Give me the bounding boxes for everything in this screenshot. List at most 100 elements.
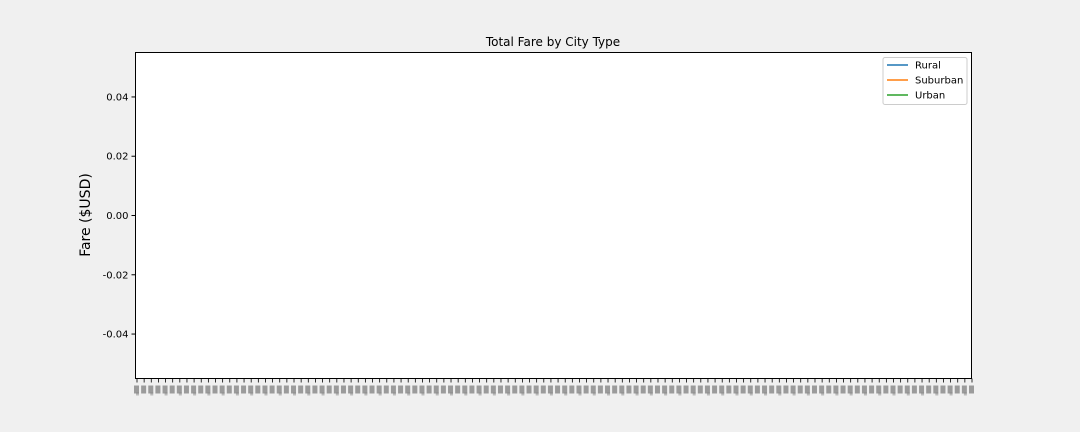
x-tick-label-glyph xyxy=(940,385,946,394)
x-tick-label-glyph xyxy=(212,385,218,394)
x-tick-label-glyph xyxy=(426,385,432,394)
x-tick-label-glyph xyxy=(476,385,482,394)
x-tick-label-descender xyxy=(464,392,468,396)
x-tick-label-descender xyxy=(421,392,425,396)
x-tick-label-descender xyxy=(221,392,225,396)
x-tick-label-glyph xyxy=(819,385,825,394)
x-tick-label-glyph xyxy=(241,385,247,394)
x-tick-label-descender xyxy=(935,392,939,396)
x-tick-label-glyph xyxy=(348,385,354,394)
x-tick-label-glyph xyxy=(505,385,511,394)
x-tick-label-glyph xyxy=(933,385,939,394)
x-tick-label-descender xyxy=(878,392,882,396)
x-tick-label-descender xyxy=(706,392,710,396)
x-tick-label-glyph xyxy=(562,385,568,394)
legend-box xyxy=(882,57,968,105)
x-tick-label-glyph xyxy=(162,385,168,394)
x-tick-label-descender xyxy=(749,392,753,396)
y-axis-label: Fare ($USD) xyxy=(78,173,94,257)
x-tick-label-glyph xyxy=(762,385,768,394)
x-tick-label-descender xyxy=(264,392,268,396)
x-tick-label-descender xyxy=(821,392,825,396)
x-tick-label-descender xyxy=(863,392,867,396)
x-tick-label-glyph xyxy=(605,385,611,394)
x-tick-label-glyph xyxy=(405,385,411,394)
x-tick-label-descender xyxy=(250,392,254,396)
x-tick-label-glyph xyxy=(840,385,846,394)
x-tick-label-glyph xyxy=(340,385,346,394)
x-tick-label-glyph xyxy=(369,385,375,394)
x-tick-label-glyph xyxy=(141,385,147,394)
x-tick-label-glyph xyxy=(540,385,546,394)
x-tick-label-glyph xyxy=(276,385,282,394)
x-tick-label-glyph xyxy=(726,385,732,394)
x-tick-label-glyph xyxy=(176,385,182,394)
x-tick-label-descender xyxy=(906,392,910,396)
x-tick-label-descender xyxy=(207,392,211,396)
x-tick-label-descender xyxy=(307,392,311,396)
x-tick-label-descender xyxy=(535,392,539,396)
legend-label-urban: Urban xyxy=(915,91,945,102)
x-tick-label-glyph xyxy=(483,385,489,394)
x-tick-label-glyph xyxy=(869,385,875,394)
x-tick-labels-illegible xyxy=(134,385,974,396)
x-tick-label-glyph xyxy=(155,385,161,394)
x-tick-label-descender xyxy=(592,392,596,396)
x-tick-label-glyph xyxy=(769,385,775,394)
x-tick-label-glyph xyxy=(355,385,361,394)
x-tick-label-descender xyxy=(293,392,297,396)
x-tick-label-glyph xyxy=(134,385,139,394)
x-tick-label-glyph xyxy=(640,385,646,394)
x-tick-label-glyph xyxy=(469,385,475,394)
x-tick-label-descender xyxy=(364,392,368,396)
x-tick-label-glyph xyxy=(312,385,318,394)
x-tick-label-glyph xyxy=(305,385,311,394)
x-tick-label-glyph xyxy=(740,385,746,394)
x-tick-label-glyph xyxy=(390,385,396,394)
x-tick-label-glyph xyxy=(612,385,618,394)
x-tick-label-glyph xyxy=(376,385,382,394)
y-tick-label: 0.04 xyxy=(106,92,128,103)
x-tick-label-descender xyxy=(407,392,411,396)
x-tick-label-glyph xyxy=(854,385,860,394)
x-tick-label-glyph xyxy=(712,385,718,394)
x-tick-label-descender xyxy=(635,392,639,396)
x-tick-label-glyph xyxy=(969,385,974,394)
x-tick-label-glyph xyxy=(676,385,682,394)
x-tick-label-descender xyxy=(692,392,696,396)
x-tick-label-glyph xyxy=(497,385,503,394)
x-tick-label-glyph xyxy=(919,385,925,394)
y-tick-label: 0.00 xyxy=(106,211,128,222)
x-tick-label-descender xyxy=(478,392,482,396)
x-tick-label-descender xyxy=(193,392,197,396)
x-tick-label-descender xyxy=(778,392,782,396)
x-tick-label-glyph xyxy=(440,385,446,394)
x-tick-label-descender xyxy=(136,392,139,396)
legend-label-suburban: Suburban xyxy=(915,76,963,87)
x-tick-label-descender xyxy=(278,392,282,396)
x-tick-label-descender xyxy=(549,392,553,396)
x-tick-label-glyph xyxy=(904,385,910,394)
x-tick-label-glyph xyxy=(811,385,817,394)
x-tick-label-glyph xyxy=(947,385,953,394)
x-tick-label-descender xyxy=(721,392,725,396)
x-tick-label-descender xyxy=(578,392,582,396)
x-tick-label-descender xyxy=(621,392,625,396)
x-tick-label-glyph xyxy=(512,385,518,394)
x-tick-label-glyph xyxy=(747,385,753,394)
chart-title: Total Fare by City Type xyxy=(485,35,620,49)
x-tick-label-descender xyxy=(735,392,739,396)
x-tick-label-glyph xyxy=(797,385,803,394)
x-tick-label-glyph xyxy=(619,385,625,394)
x-tick-label-glyph xyxy=(233,385,239,394)
x-tick-label-glyph xyxy=(283,385,289,394)
x-tick-label-glyph xyxy=(219,385,225,394)
x-tick-label-glyph xyxy=(662,385,668,394)
x-tick-label-glyph xyxy=(583,385,589,394)
x-tick-label-descender xyxy=(892,392,896,396)
legend-label-rural: Rural xyxy=(915,61,941,72)
x-tick-label-glyph xyxy=(419,385,425,394)
x-tick-label-descender xyxy=(963,392,967,396)
x-tick-label-glyph xyxy=(519,385,525,394)
